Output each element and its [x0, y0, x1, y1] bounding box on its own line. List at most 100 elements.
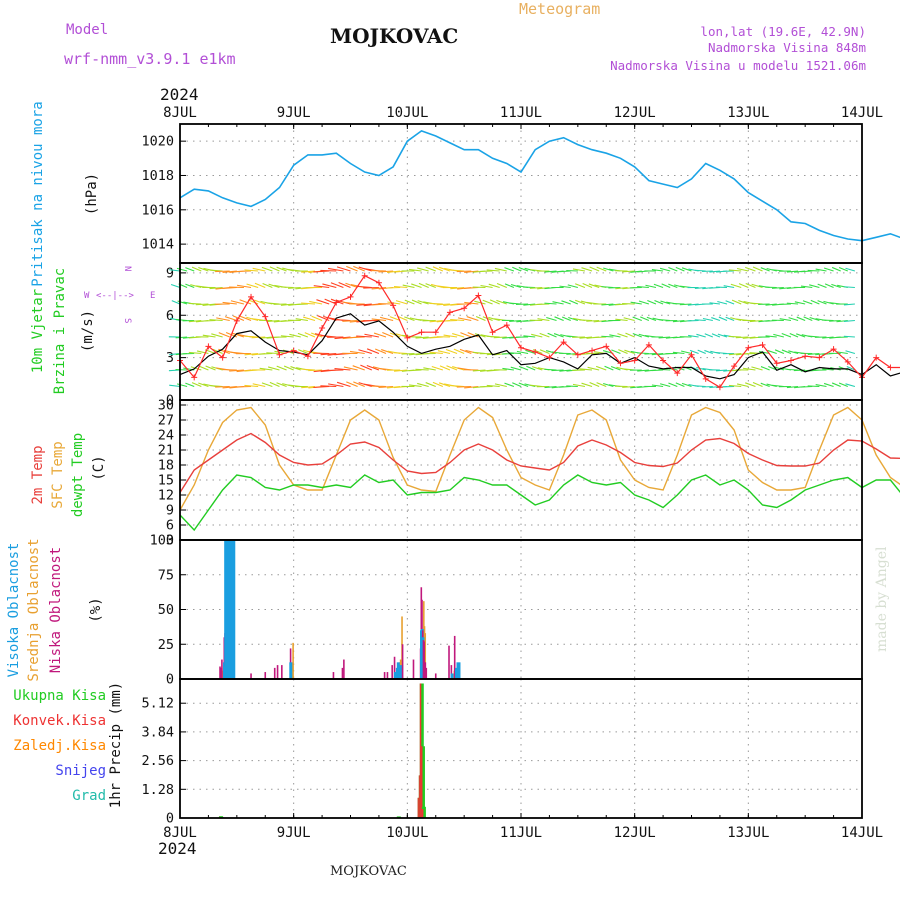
plot-layer: 1014101610181020036936912151821242730025…: [6, 101, 900, 841]
compass-east: E: [150, 291, 155, 301]
x-tick-label-bottom: 13JUL: [727, 825, 769, 841]
gust-marker: [191, 374, 198, 381]
wind-barb: [336, 381, 351, 388]
wind-barb: [443, 334, 458, 338]
wind-barb: [715, 369, 728, 372]
y-tick-label: 9: [166, 503, 174, 519]
wind-barb: [486, 269, 500, 272]
wind-barb: [765, 303, 777, 306]
wind-barb: [169, 269, 181, 272]
precip-legend-item: Zaledj.Kisa: [13, 738, 106, 754]
y-tick-label: 3: [166, 533, 174, 549]
wind-barb: [280, 335, 294, 338]
wind-barb: [822, 368, 834, 371]
gust-marker: [518, 344, 524, 351]
wind-barb: [313, 369, 330, 373]
y-tick-label: 9: [166, 265, 174, 281]
cloud-ylabel-high: Visoka Oblacnost: [6, 543, 22, 678]
cloud-high-bar: [228, 540, 233, 679]
y-tick-label: 6: [166, 308, 174, 324]
wind-barb: [378, 385, 394, 389]
wind-barb: [450, 319, 465, 322]
cloud-high-bar: [399, 665, 404, 679]
wind-barb: [773, 366, 785, 371]
wind-barb: [239, 315, 252, 322]
gust-marker: [489, 329, 496, 336]
wind-barb: [216, 317, 230, 322]
wind-barb: [464, 301, 479, 305]
wind-barb: [176, 383, 188, 388]
temp-unit: (C): [91, 455, 107, 480]
wind-barb: [349, 336, 365, 339]
wind-barb: [224, 316, 238, 322]
wind-barb: [488, 283, 500, 289]
gust-marker: [375, 279, 382, 286]
wind-barb: [393, 285, 408, 289]
gust-marker: [347, 293, 354, 300]
gust-marker: [461, 305, 468, 312]
wind-barb: [171, 300, 181, 305]
wind-barb: [457, 317, 472, 322]
y-tick-label: 1016: [141, 202, 174, 218]
wind-barb: [401, 352, 415, 355]
wind-barb: [411, 283, 422, 289]
cloud-low-bar: [450, 665, 453, 679]
wind-barb: [566, 385, 578, 388]
wind-barb: [209, 286, 223, 290]
wind-barb: [282, 267, 294, 272]
wind-barb: [504, 283, 515, 289]
wind-barb: [438, 382, 451, 388]
wind-barb: [595, 365, 607, 371]
x-tick-label-top: 13JUL: [727, 105, 769, 121]
wind-barb: [446, 365, 458, 371]
gust-marker: [887, 364, 894, 371]
wind-barb: [268, 366, 280, 371]
wind-barb: [752, 266, 763, 272]
wind-barb: [728, 384, 742, 388]
wind-barb: [190, 284, 202, 289]
wind-barb: [436, 303, 450, 306]
wind-barb: [625, 332, 635, 338]
y-tick-label: 50: [158, 602, 174, 618]
wind-barb: [185, 267, 195, 272]
y-tick-label: 21: [158, 443, 174, 459]
x-tick-label-bottom: 12JUL: [614, 825, 656, 841]
gust-marker: [802, 353, 809, 360]
wind-barb: [252, 383, 266, 388]
wind-barb: [694, 319, 706, 322]
y-tick-label: 30: [158, 398, 174, 414]
2m-temp-line: [179, 432, 900, 493]
wind-barb: [796, 333, 806, 338]
model-name: wrf-nmm_v3.9.1 e1km: [64, 50, 236, 68]
wind-barb: [408, 268, 422, 272]
wind-barb: [694, 286, 706, 290]
wind-barb: [404, 316, 415, 322]
wind-barb: [509, 319, 522, 323]
cloud-low-bar: [341, 667, 344, 679]
wind-barb: [807, 269, 820, 272]
wind-barb: [546, 316, 557, 322]
wind-barb: [611, 349, 621, 355]
wind-barb: [545, 350, 557, 355]
wind-barb: [736, 383, 749, 388]
wind-barb: [836, 319, 848, 323]
x-tick-label-top: 8JUL: [163, 105, 197, 121]
wind-barb: [320, 385, 337, 388]
gust-marker: [248, 293, 255, 300]
wind-barb: [580, 300, 593, 305]
wind-barb: [303, 316, 316, 322]
wind-barb: [632, 332, 642, 338]
wind-barb: [366, 364, 380, 371]
wind-barb: [288, 286, 301, 289]
wind-barb: [731, 299, 742, 305]
wind-barb: [581, 382, 593, 388]
gust-marker: [660, 357, 667, 364]
wind-barb: [823, 382, 834, 388]
wind-barb: [742, 352, 756, 355]
cloud-low-bar: [221, 659, 223, 679]
wind-barb: [445, 348, 458, 355]
wind-barb: [668, 283, 678, 289]
wind-barb: [301, 368, 316, 371]
wind-barb: [630, 301, 642, 305]
wind-barb: [603, 383, 614, 388]
